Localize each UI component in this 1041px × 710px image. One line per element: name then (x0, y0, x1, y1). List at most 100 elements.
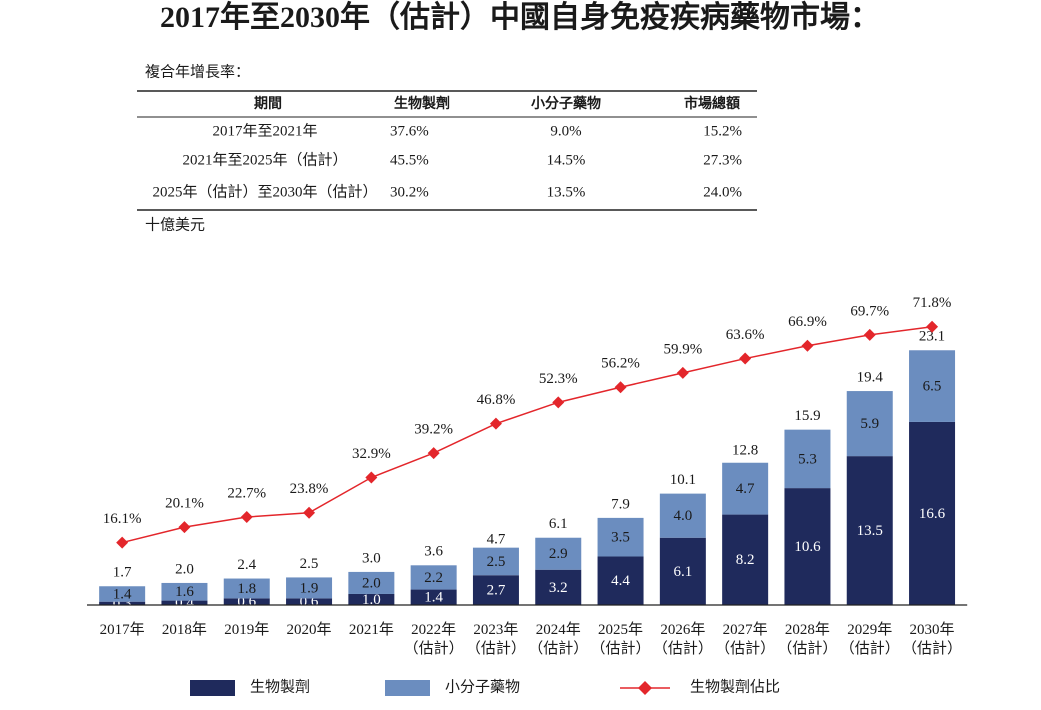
bar-value-label: 8.2 (736, 552, 755, 568)
bar-value-label: 2.0 (362, 575, 381, 591)
share-marker (926, 320, 939, 333)
table-cell: 14.5% (547, 152, 586, 168)
total-label: 7.9 (611, 496, 630, 512)
total-label: 19.4 (857, 370, 884, 386)
share-marker (365, 471, 378, 484)
share-label: 66.9% (788, 314, 827, 330)
total-label: 2.5 (300, 556, 319, 572)
table-header: 市場總額 (684, 95, 740, 112)
table-cell: 30.2% (390, 184, 429, 200)
table-cell: 9.0% (550, 123, 581, 139)
bar-segment (659, 493, 706, 538)
share-label: 23.8% (290, 481, 329, 497)
share-marker (489, 417, 502, 430)
share-label: 71.8% (913, 295, 952, 311)
table-cell: 27.3% (703, 152, 742, 168)
bar-value-label: 2.9 (549, 546, 568, 562)
legend-label: 生物製劑 (250, 678, 310, 695)
bar-value-label: 2.2 (424, 570, 443, 586)
bar-value-label: 6.1 (673, 564, 692, 580)
bar-value-label: 4.7 (736, 481, 755, 497)
table-header: 期間 (254, 96, 282, 112)
bar-segment (99, 601, 146, 605)
bar-value-label: 13.5 (857, 523, 883, 539)
total-label: 3.6 (424, 544, 443, 560)
bar-value-label: 5.9 (860, 416, 879, 432)
share-marker (427, 447, 440, 460)
x-tick-label: 2022年 （估計） (403, 622, 464, 657)
table-cell: 2025年（估計）至2030年（估計） (152, 183, 377, 200)
table-caption: 複合年增長率： (145, 63, 250, 80)
share-marker (863, 328, 876, 341)
total-label: 6.1 (549, 516, 568, 532)
share-label: 59.9% (663, 341, 702, 357)
bar-segment (348, 593, 395, 605)
x-tick-label: 2023年 （估計） (465, 622, 526, 657)
total-label: 1.7 (113, 565, 132, 581)
share-marker (116, 536, 129, 549)
x-tick-label: 2018年 (161, 622, 207, 638)
table-cell: 15.2% (703, 123, 742, 139)
share-marker (303, 506, 316, 519)
bar-value-label: 16.6 (919, 506, 946, 522)
table-header: 小分子藥物 (531, 95, 601, 112)
share-marker (614, 381, 627, 394)
bar-segment (722, 462, 769, 515)
x-tick-label: 2020年 (286, 622, 332, 638)
share-label: 69.7% (850, 303, 889, 319)
legend-marker (638, 681, 652, 695)
bar-value-label: 1.0 (362, 592, 381, 608)
share-marker (178, 521, 191, 534)
share-marker (739, 352, 752, 365)
bar-segment (161, 582, 208, 601)
bar-segment (535, 569, 582, 605)
bar-segment (846, 456, 893, 605)
share-label: 52.3% (539, 371, 578, 387)
legend-label: 生物製劑佔比 (690, 678, 780, 695)
bar-value-label: 1.6 (175, 584, 194, 600)
bar-value-label: 2.7 (487, 583, 506, 599)
bar-segment (286, 598, 333, 605)
share-marker (801, 339, 814, 352)
x-tick-label: 2029年 （估計） (839, 622, 900, 657)
bar-segment (472, 575, 519, 605)
bar-segment (909, 421, 956, 605)
bar-segment (846, 391, 893, 457)
bar-value-label: 1.4 (113, 586, 132, 602)
bar-segment (410, 589, 457, 605)
bar-segment (286, 577, 333, 599)
bar-segment (909, 350, 956, 422)
bar-segment (535, 537, 582, 570)
table-cell: 2021年至2025年（估計） (182, 151, 347, 168)
x-tick-label: 2024年 （估計） (528, 622, 589, 657)
share-line (121, 326, 933, 544)
bar-value-label: 5.3 (798, 451, 817, 467)
bar-value-label: 3.2 (549, 580, 568, 596)
x-tick-label: 2028年 （估計） (777, 622, 838, 657)
total-label: 3.0 (362, 550, 381, 566)
share-marker (676, 366, 689, 379)
bar-segment (659, 537, 706, 605)
share-label: 56.2% (601, 356, 640, 372)
title: 2017年至2030年（估計）中國自身免疫疾病藥物市場： (160, 0, 880, 34)
share-marker (240, 511, 253, 524)
bar-segment (472, 547, 519, 576)
total-label: 12.8 (732, 442, 758, 458)
x-tick-label: 2027年 （估計） (715, 622, 776, 657)
bar-value-label: 2.5 (487, 554, 506, 570)
bar-value-label: 4.4 (611, 573, 630, 589)
bar-segment (784, 429, 831, 489)
share-label: 63.6% (726, 327, 765, 343)
bar-value-label: 1.9 (300, 580, 319, 596)
total-label: 15.9 (794, 408, 820, 424)
bar-value-label: 1.8 (237, 581, 256, 597)
bar-segment (597, 517, 644, 557)
legend-swatch (190, 680, 235, 696)
bar-value-label: 10.6 (794, 539, 821, 555)
legend-label: 小分子藥物 (445, 678, 520, 695)
x-tick-label: 2019年 (224, 622, 270, 638)
share-label: 22.7% (227, 485, 266, 501)
table-header: 生物製劑 (394, 95, 450, 112)
share-marker (552, 396, 565, 409)
